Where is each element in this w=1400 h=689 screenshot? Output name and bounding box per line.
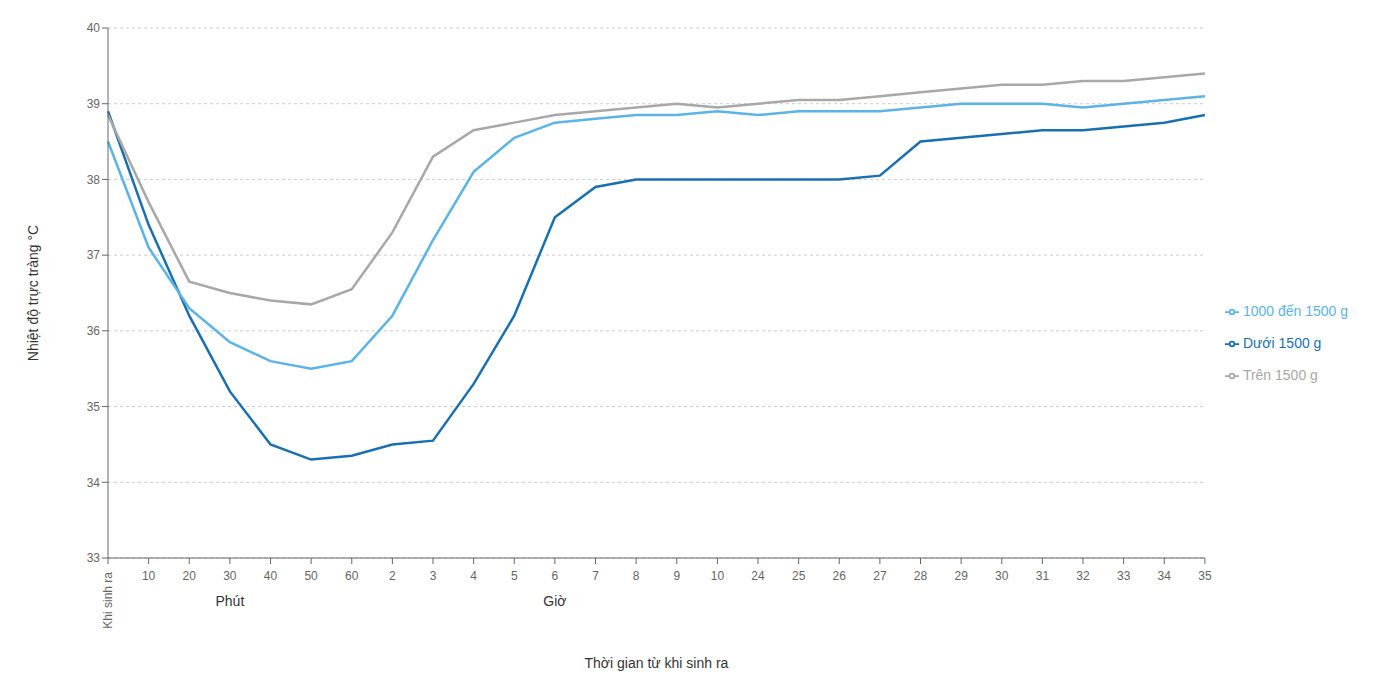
svg-text:37: 37	[87, 248, 101, 262]
svg-text:34: 34	[1158, 569, 1172, 583]
svg-text:32: 32	[1076, 569, 1090, 583]
svg-text:30: 30	[995, 569, 1009, 583]
svg-text:50: 50	[304, 569, 318, 583]
svg-text:35: 35	[1198, 569, 1212, 583]
svg-text:Thời gian từ khi sinh ra: Thời gian từ khi sinh ra	[585, 655, 729, 671]
svg-text:33: 33	[87, 551, 101, 565]
svg-text:33: 33	[1117, 569, 1131, 583]
svg-text:39: 39	[87, 97, 101, 111]
svg-text:29: 29	[954, 569, 968, 583]
svg-text:40: 40	[264, 569, 278, 583]
svg-text:28: 28	[914, 569, 928, 583]
svg-text:5: 5	[511, 569, 518, 583]
svg-text:60: 60	[345, 569, 359, 583]
svg-text:Nhiệt độ trực tràng °C: Nhiệt độ trực tràng °C	[25, 225, 41, 361]
svg-text:8: 8	[633, 569, 640, 583]
svg-text:Khi sinh ra: Khi sinh ra	[101, 572, 115, 629]
svg-text:7: 7	[592, 569, 599, 583]
svg-text:38: 38	[87, 173, 101, 187]
svg-text:25: 25	[792, 569, 806, 583]
svg-text:31: 31	[1036, 569, 1050, 583]
svg-text:10: 10	[711, 569, 725, 583]
svg-text:10: 10	[142, 569, 156, 583]
svg-text:Giờ: Giờ	[543, 593, 566, 609]
svg-text:24: 24	[751, 569, 765, 583]
svg-text:26: 26	[833, 569, 847, 583]
svg-text:40: 40	[87, 21, 101, 35]
svg-text:9: 9	[673, 569, 680, 583]
svg-text:Phút: Phút	[215, 593, 244, 609]
svg-text:20: 20	[183, 569, 197, 583]
svg-text:36: 36	[87, 324, 101, 338]
svg-text:3: 3	[430, 569, 437, 583]
svg-text:35: 35	[87, 400, 101, 414]
svg-text:2: 2	[389, 569, 396, 583]
svg-text:34: 34	[87, 476, 101, 490]
html-text:1000 đến 1500 g: 1000 đến 1500 g	[1242, 303, 1348, 319]
html-text:Dưới 1500 g: Dưới 1500 g	[1242, 335, 1322, 351]
svg-text:6: 6	[552, 569, 559, 583]
svg-text:27: 27	[873, 569, 887, 583]
svg-text:4: 4	[470, 569, 477, 583]
svg-text:30: 30	[223, 569, 237, 583]
html-text:Trên 1500 g: Trên 1500 g	[1242, 367, 1318, 383]
